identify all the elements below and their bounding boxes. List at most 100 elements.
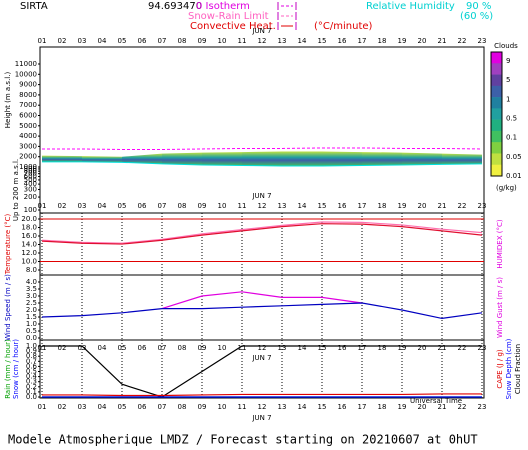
y-tick-label: 10000 [15,70,37,78]
hour-label: 05 [118,202,127,210]
y2-axis-label: Snow Depth (cm) [505,338,513,399]
hour-label: 04 [98,344,107,352]
hour-label: 21 [438,37,447,45]
y2-axis-label: Cloud Fraction [514,344,522,394]
panel-frame [39,274,485,341]
colorbar-frame [490,51,503,177]
colorbar-cell [491,130,502,143]
hour-label: 14 [298,202,307,210]
y-tick-label: 10.0 [21,258,37,266]
colorbar-tick: 5 [506,76,510,84]
y-tick-label: 20.0 [21,215,37,223]
y-axis-label: Rain (mm / hour) [4,339,12,399]
hour-label: 08 [178,202,187,210]
colorbar-cell [491,164,502,177]
hour-label: 16 [338,403,347,411]
y-tick-label: 14.0 [21,241,37,249]
hour-label: 19 [398,403,407,411]
hour-label: 15 [318,202,327,210]
hour-label: 04 [98,37,107,45]
y-tick-label: 5000 [19,122,37,130]
hour-label: 18 [378,37,387,45]
hour-label: 07 [158,403,167,411]
hour-label: 17 [358,37,367,45]
y-axis-label: Height (m a.s.l.) [4,72,12,129]
hour-label: 09 [198,202,207,210]
series-line [42,345,482,398]
hour-label: 19 [398,37,407,45]
hour-label: 05 [118,344,127,352]
cloud-layer [82,156,122,163]
hour-label: 07 [158,344,167,352]
hour-label: 21 [438,403,447,411]
hour-label: 19 [398,202,407,210]
y-tick-label: 8000 [19,91,37,99]
y-tick-label: 16.0 [21,232,37,240]
hour-label: 06 [138,202,147,210]
series-line [41,223,483,245]
hour-label: 14 [298,37,307,45]
y-axis-label: Up to 200 m a.s.l. [12,159,20,221]
hour-label: 07 [158,202,167,210]
hour-label: 01 [38,202,47,210]
y-tick-label: 18.0 [21,224,37,232]
y-tick-label: 400 [24,180,37,188]
hour-label: 18 [378,403,387,411]
series-line [161,291,363,310]
y-tick-label: 0.0 [26,334,37,342]
cloud-layer [322,151,362,166]
colorbar-tick: 0.01 [506,172,522,180]
hour-label: 01 [38,37,47,45]
hour-label: 10 [218,403,227,411]
y-tick-label: 4000 [19,132,37,140]
series-line [41,302,483,320]
y-tick-label: 0.8 [26,352,37,360]
hour-label: 12 [258,403,267,411]
hour-label: 03 [78,202,87,210]
hour-label: 14 [298,403,307,411]
hour-label: 12 [258,344,267,352]
hour-label: 23 [478,202,487,210]
colorbar-cell [491,74,502,87]
y-tick-label: 1000 [19,163,37,171]
hour-label: 18 [378,344,387,352]
colorbar-tick: 0.5 [506,115,517,123]
cloud-layer [202,152,242,166]
colorbar-cell [491,119,502,132]
hour-label: 11 [238,344,247,352]
y-tick-label: 0.5 [26,368,37,376]
y-tick-label: 700 [24,170,37,178]
y-tick-label: 12.0 [21,249,37,257]
hour-label: 11 [238,202,247,210]
colorbar-cell [491,52,502,64]
legend-brackets [277,2,297,30]
colorbar-cell [491,108,502,120]
hour-label: 15 [318,403,327,411]
hour-label: 03 [78,403,87,411]
colorbar-title: Clouds [494,42,518,50]
hour-label: 07 [158,37,167,45]
convective-unit: (°C/minute) [314,21,373,32]
hour-label: 03 [78,37,87,45]
colorbar-cell [491,85,502,98]
y-tick-label: 300 [24,185,37,193]
y-tick-label: 500 [24,176,37,184]
y-axis-label: Wind Speed (m / s) [4,274,12,341]
y-tick-label: 0.5 [26,327,37,335]
date-label: JUN 7 [251,414,271,422]
convective-label: Convective Heat. [190,21,276,32]
cloud-layer [162,152,202,165]
hour-label: 08 [178,344,187,352]
time-axis-label: Universal Time [410,397,462,405]
hour-label: 05 [118,37,127,45]
y-tick-label: 7000 [19,101,37,109]
colorbar-tick: 0.05 [506,153,522,161]
hour-label: 16 [338,202,347,210]
series-line [41,221,483,244]
hour-label: 04 [98,202,107,210]
y-tick-label: 9000 [19,81,37,89]
colorbar-tick: 1 [506,95,510,103]
panel-frame [39,46,485,214]
y-tick-label: 100 [24,206,37,214]
